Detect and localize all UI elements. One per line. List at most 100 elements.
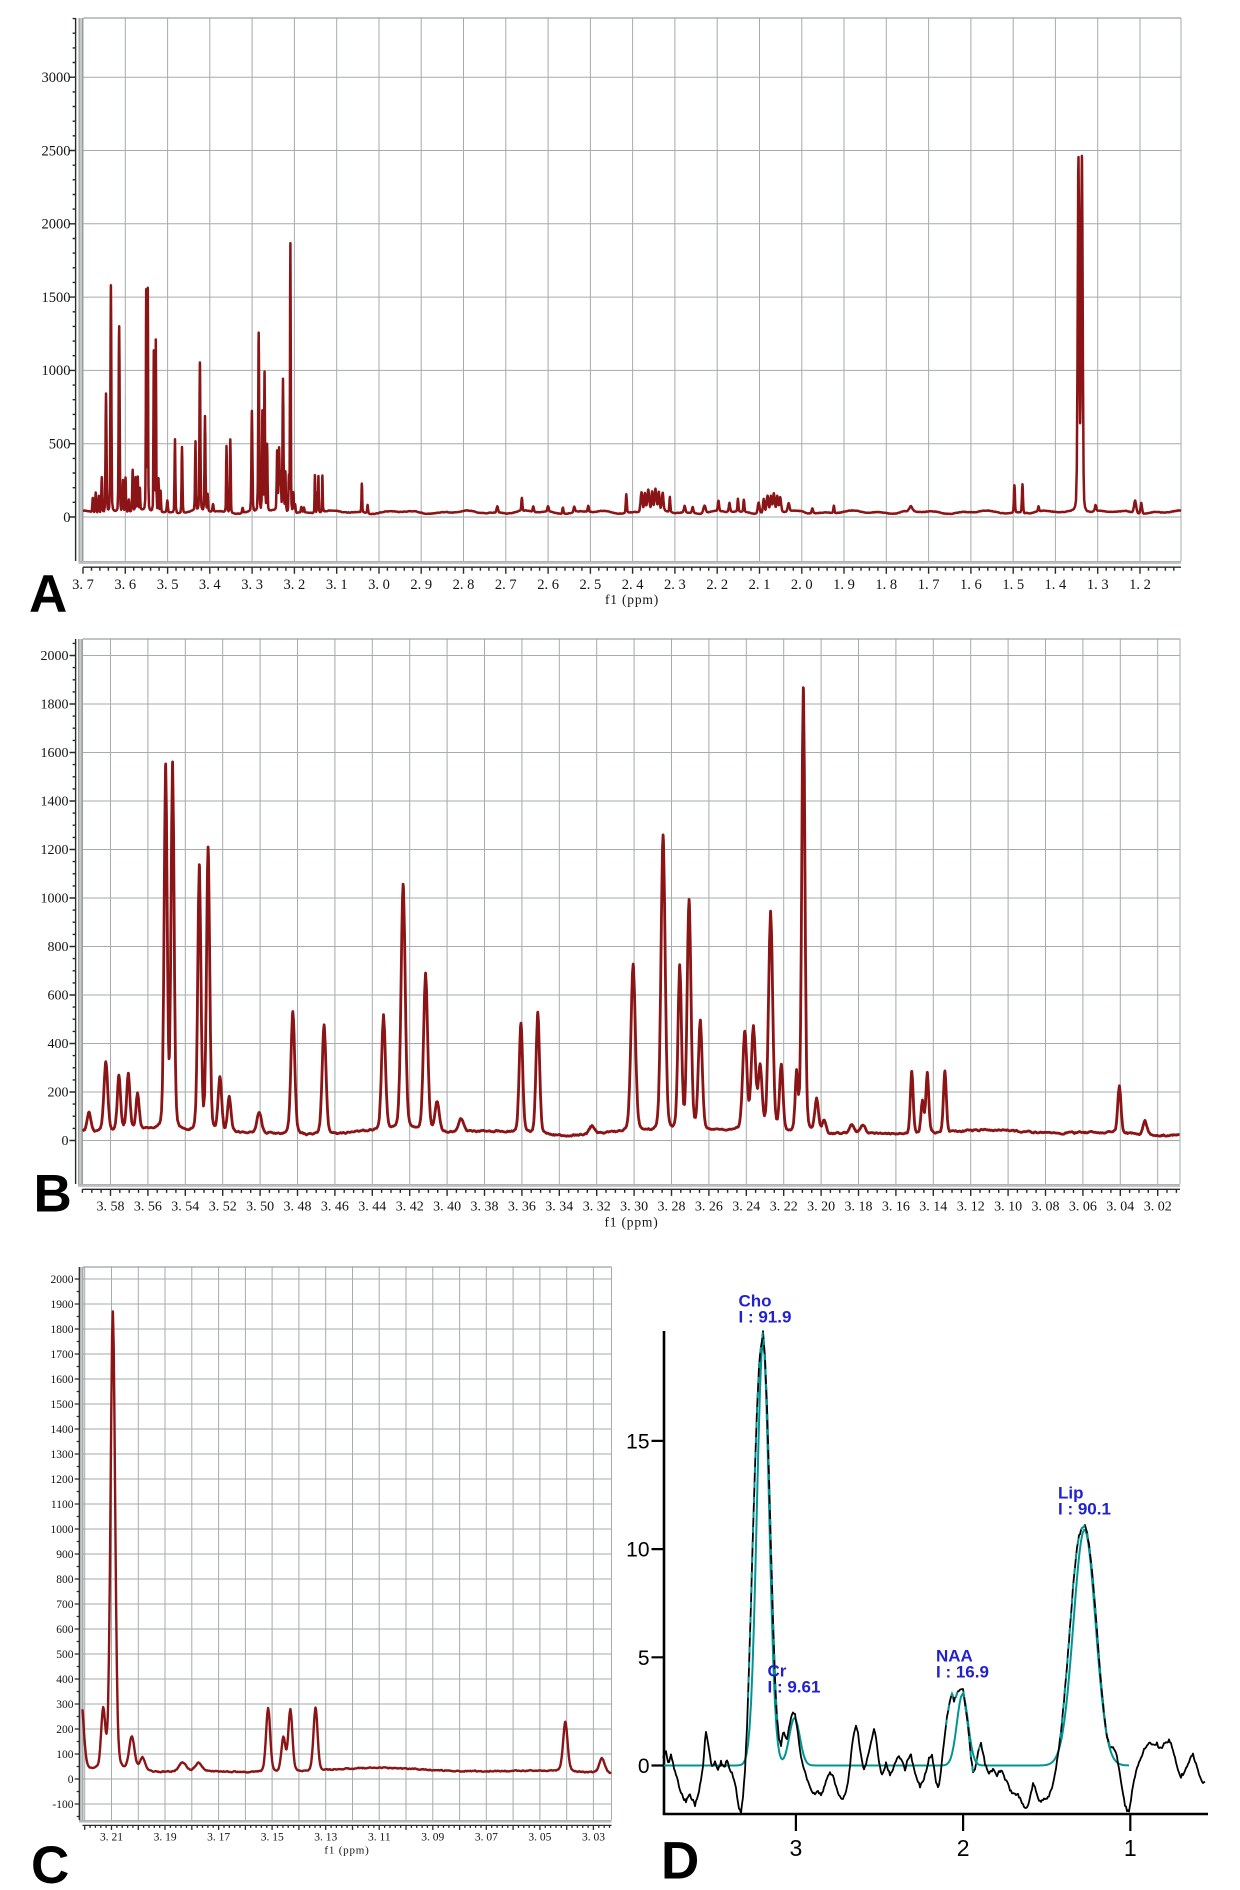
svg-text:2: 2	[957, 1835, 970, 1861]
svg-text:500: 500	[49, 437, 71, 453]
svg-text:1000: 1000	[42, 363, 71, 379]
svg-text:3. 17: 3. 17	[207, 1832, 230, 1844]
svg-text:3. 40: 3. 40	[433, 1200, 461, 1215]
svg-text:0: 0	[63, 510, 70, 526]
svg-text:2000: 2000	[42, 217, 71, 233]
svg-text:1500: 1500	[42, 290, 71, 306]
svg-text:3. 52: 3. 52	[209, 1200, 237, 1215]
svg-text:1800: 1800	[41, 698, 69, 713]
svg-text:500: 500	[56, 1649, 74, 1661]
svg-text:2. 1: 2. 1	[749, 577, 771, 593]
svg-text:3. 48: 3. 48	[284, 1200, 312, 1215]
svg-text:3. 7: 3. 7	[72, 577, 94, 593]
svg-text:1800: 1800	[51, 1324, 74, 1336]
svg-text:3. 30: 3. 30	[620, 1200, 648, 1215]
svg-text:800: 800	[48, 940, 69, 955]
svg-text:2500: 2500	[42, 143, 71, 159]
svg-text:3. 07: 3. 07	[475, 1832, 498, 1844]
svg-text:0: 0	[68, 1774, 74, 1786]
svg-text:2. 2: 2. 2	[706, 577, 728, 593]
svg-text:f1 (ppm): f1 (ppm)	[605, 592, 659, 607]
svg-text:800: 800	[56, 1574, 74, 1586]
svg-text:1000: 1000	[41, 892, 69, 907]
svg-text:3. 03: 3. 03	[582, 1832, 605, 1844]
svg-text:2. 9: 2. 9	[410, 577, 432, 593]
svg-text:900: 900	[56, 1549, 74, 1561]
svg-text:1. 4: 1. 4	[1045, 577, 1068, 593]
svg-text:2. 0: 2. 0	[791, 577, 813, 593]
svg-text:f1 (ppm): f1 (ppm)	[604, 1215, 658, 1230]
svg-text:3. 22: 3. 22	[770, 1200, 798, 1215]
svg-text:I : 16.9: I : 16.9	[936, 1663, 989, 1682]
svg-text:1000: 1000	[51, 1524, 74, 1536]
svg-text:400: 400	[48, 1037, 69, 1052]
svg-text:B: B	[34, 1165, 72, 1224]
svg-text:1. 2: 1. 2	[1129, 577, 1151, 593]
svg-text:1. 3: 1. 3	[1087, 577, 1109, 593]
svg-text:2000: 2000	[41, 649, 69, 664]
svg-text:5: 5	[638, 1647, 650, 1670]
svg-text:200: 200	[56, 1724, 74, 1736]
svg-text:3. 42: 3. 42	[396, 1200, 424, 1215]
svg-text:3. 26: 3. 26	[695, 1200, 723, 1215]
svg-text:15: 15	[626, 1430, 649, 1453]
svg-text:3. 4: 3. 4	[199, 577, 222, 593]
svg-text:3. 0: 3. 0	[368, 577, 390, 593]
svg-text:600: 600	[48, 989, 69, 1004]
svg-text:3. 08: 3. 08	[1032, 1200, 1060, 1215]
svg-text:3. 36: 3. 36	[508, 1200, 536, 1215]
svg-text:1100: 1100	[51, 1499, 74, 1511]
svg-text:2. 3: 2. 3	[664, 577, 686, 593]
svg-text:NAA: NAA	[936, 1647, 973, 1666]
svg-text:3. 56: 3. 56	[134, 1200, 162, 1215]
svg-text:3000: 3000	[42, 70, 71, 86]
svg-text:Cr: Cr	[768, 1662, 787, 1681]
svg-text:400: 400	[56, 1674, 74, 1686]
svg-text:1. 5: 1. 5	[1002, 577, 1024, 593]
svg-text:1500: 1500	[51, 1399, 74, 1411]
svg-text:3. 38: 3. 38	[471, 1200, 499, 1215]
svg-text:2. 4: 2. 4	[622, 577, 645, 593]
svg-text:1. 7: 1. 7	[918, 577, 940, 593]
svg-text:3. 09: 3. 09	[421, 1832, 444, 1844]
svg-text:3. 58: 3. 58	[97, 1200, 125, 1215]
svg-text:3. 3: 3. 3	[241, 577, 263, 593]
svg-text:f1 (ppm): f1 (ppm)	[324, 1845, 369, 1857]
svg-text:3. 20: 3. 20	[807, 1200, 835, 1215]
svg-text:I : 91.9: I : 91.9	[739, 1308, 792, 1327]
svg-text:Lip: Lip	[1058, 1484, 1084, 1503]
svg-text:3. 24: 3. 24	[732, 1200, 760, 1215]
svg-text:2. 6: 2. 6	[537, 577, 559, 593]
svg-text:A: A	[29, 565, 67, 624]
svg-text:1. 9: 1. 9	[833, 577, 855, 593]
svg-text:3. 28: 3. 28	[658, 1200, 686, 1215]
svg-text:2. 5: 2. 5	[580, 577, 602, 593]
svg-text:3. 32: 3. 32	[583, 1200, 611, 1215]
svg-text:3. 10: 3. 10	[994, 1200, 1022, 1215]
svg-text:300: 300	[56, 1699, 74, 1711]
svg-text:600: 600	[56, 1624, 74, 1636]
svg-text:1900: 1900	[51, 1299, 74, 1311]
svg-text:3. 16: 3. 16	[882, 1200, 910, 1215]
svg-text:I : 9.61: I : 9.61	[768, 1678, 821, 1697]
svg-text:1600: 1600	[41, 746, 69, 761]
svg-text:Cho: Cho	[739, 1292, 772, 1311]
svg-text:700: 700	[56, 1599, 74, 1611]
svg-text:3. 50: 3. 50	[246, 1200, 274, 1215]
svg-text:100: 100	[56, 1749, 74, 1761]
svg-text:3. 54: 3. 54	[171, 1200, 199, 1215]
svg-text:0: 0	[62, 1134, 69, 1149]
svg-text:3. 5: 3. 5	[157, 577, 179, 593]
svg-text:3. 12: 3. 12	[957, 1200, 985, 1215]
svg-text:3. 34: 3. 34	[545, 1200, 573, 1215]
svg-text:3. 02: 3. 02	[1144, 1200, 1172, 1215]
svg-text:1400: 1400	[41, 795, 69, 810]
svg-text:D: D	[661, 1832, 699, 1890]
svg-text:2000: 2000	[51, 1274, 74, 1286]
svg-text:3. 21: 3. 21	[100, 1832, 123, 1844]
svg-text:3: 3	[790, 1835, 803, 1861]
svg-text:I : 90.1: I : 90.1	[1058, 1500, 1111, 1519]
svg-text:3. 11: 3. 11	[368, 1832, 391, 1844]
svg-text:1. 8: 1. 8	[875, 577, 897, 593]
svg-text:3. 13: 3. 13	[314, 1832, 337, 1844]
